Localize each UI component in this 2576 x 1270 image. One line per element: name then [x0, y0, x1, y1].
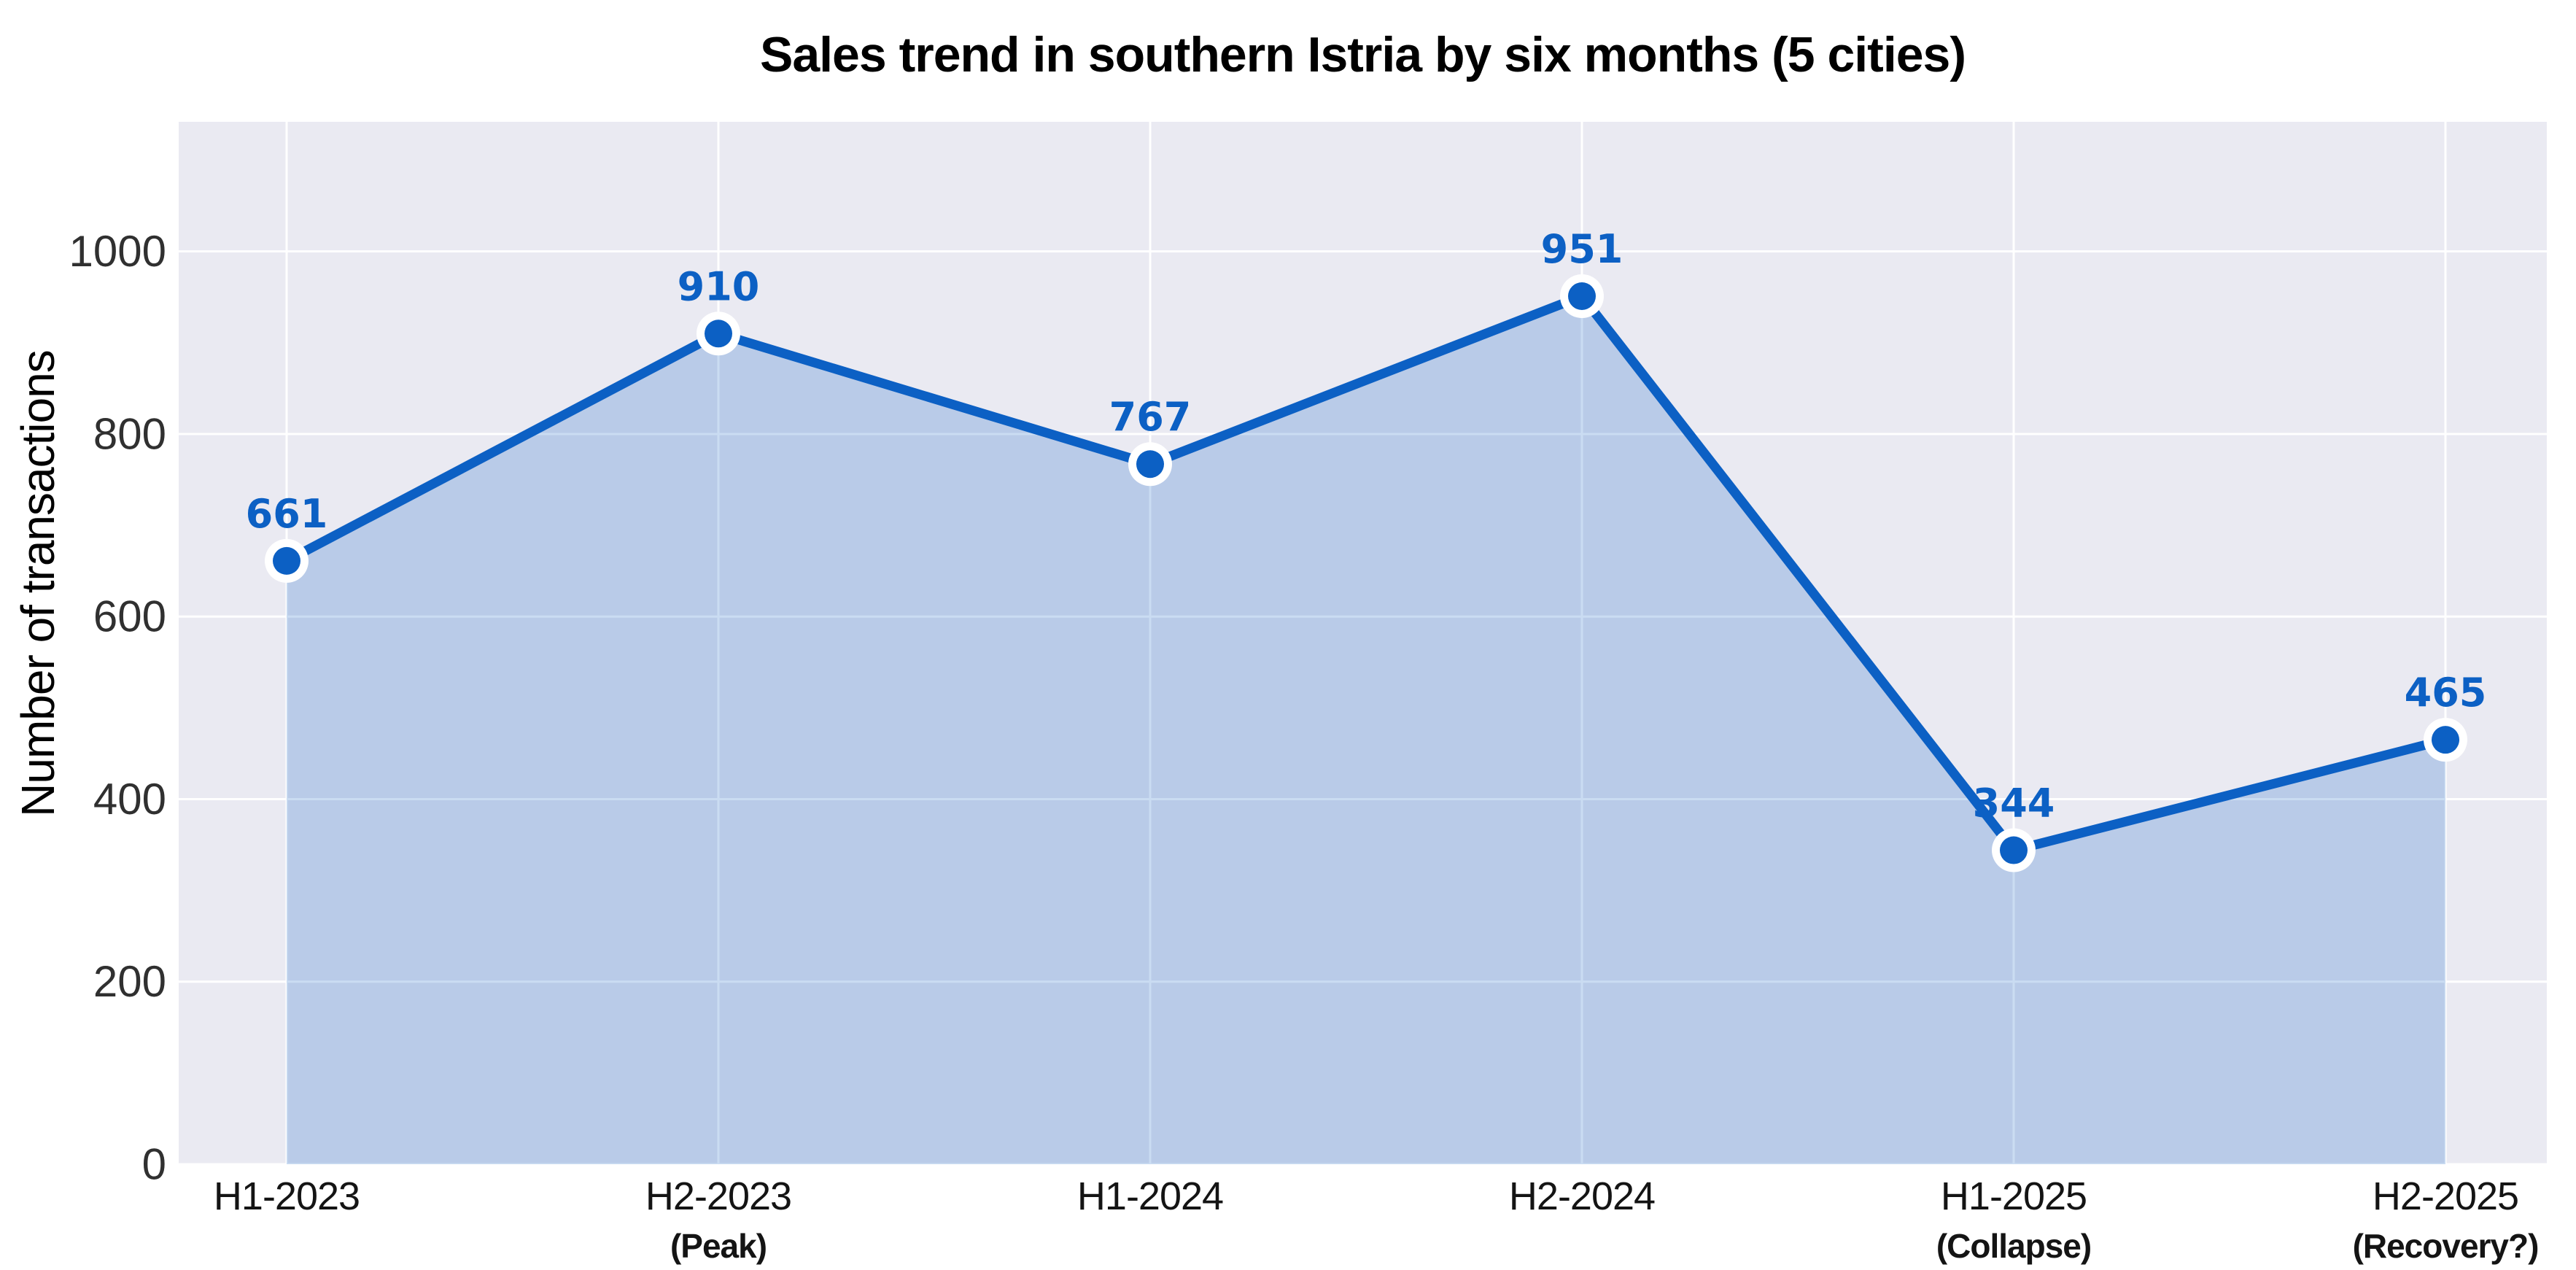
x-tick-H2-2024: H2-2024 [1509, 1174, 1655, 1218]
x-subtick-H2-2023: (Peak) [670, 1227, 767, 1265]
data-point-H1-2023 [273, 546, 300, 575]
data-point-H2-2023 [705, 320, 732, 348]
value-label-H2-2025: 465 [2405, 670, 2487, 716]
data-point-H2-2025 [2432, 726, 2459, 754]
value-label-H2-2023: 910 [678, 263, 760, 309]
y-tick-800: 800 [93, 409, 166, 458]
value-label-H1-2023: 661 [246, 491, 328, 537]
data-point-H2-2024 [1568, 282, 1596, 311]
x-subtick-H1-2025: (Collapse) [1936, 1227, 2091, 1265]
y-tick-600: 600 [93, 592, 166, 641]
y-tick-1000: 1000 [69, 227, 166, 276]
y-tick-0: 0 [142, 1140, 166, 1189]
x-tick-H2-2023: H2-2023 [645, 1174, 791, 1218]
x-tick-H1-2023: H1-2023 [214, 1174, 360, 1218]
data-point-H1-2025 [2000, 836, 2028, 864]
trend-line [282, 291, 2451, 856]
x-tick-H1-2024: H1-2024 [1077, 1174, 1223, 1218]
y-tick-400: 400 [93, 775, 166, 824]
x-tick-H2-2025: H2-2025 [2373, 1174, 2518, 1218]
plot-background [179, 122, 2547, 1164]
data-point-H1-2024 [1136, 450, 1164, 479]
chart-title: Sales trend in southern Istria by six mo… [759, 27, 1966, 82]
y-tick-200: 200 [93, 957, 166, 1006]
value-label-H2-2024: 951 [1541, 226, 1623, 272]
value-label-H1-2024: 767 [1109, 394, 1192, 440]
x-tick-H1-2025: H1-2025 [1941, 1174, 2087, 1218]
area-fill [287, 296, 2445, 1165]
value-label-H1-2025: 344 [1973, 781, 2055, 826]
x-subtick-H2-2025: (Recovery?) [2353, 1227, 2539, 1265]
